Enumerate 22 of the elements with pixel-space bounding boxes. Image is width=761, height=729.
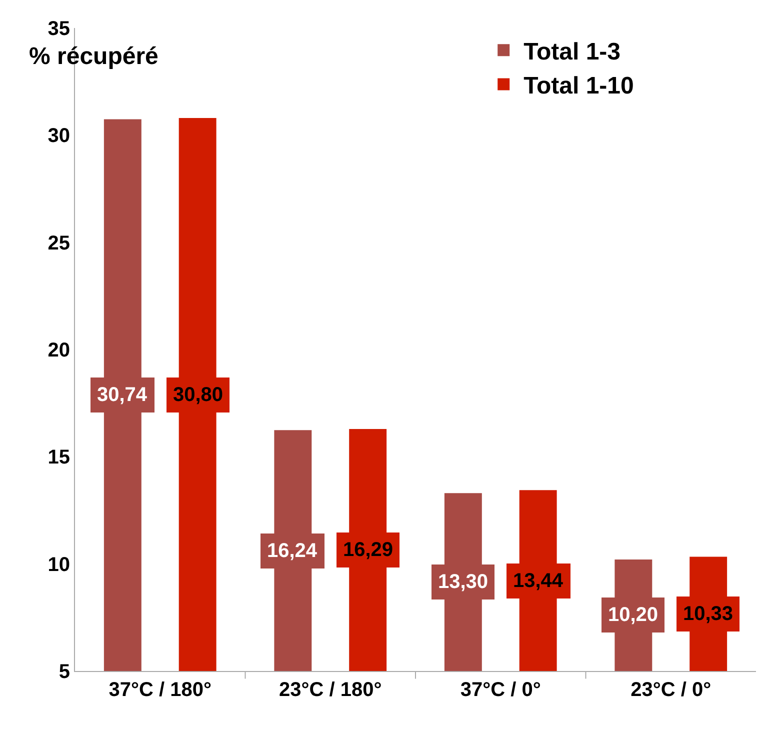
x-tick-label: 23°C / 0° xyxy=(630,679,712,701)
data-label: 30,80 xyxy=(173,384,224,406)
data-label: 10,20 xyxy=(608,604,658,626)
x-tick-label: 23°C / 180° xyxy=(279,679,382,701)
data-label: 16,24 xyxy=(267,540,318,562)
data-label: 30,74 xyxy=(97,384,148,406)
y-tick-label: 25 xyxy=(48,232,70,254)
legend-label: Total 1-10 xyxy=(524,72,634,100)
legend-label: Total 1-3 xyxy=(524,38,621,66)
y-tick-label: 35 xyxy=(48,18,70,40)
y-tick-label: 15 xyxy=(48,446,70,469)
x-tick-label: 37°C / 0° xyxy=(460,679,541,701)
y-tick-label: 5 xyxy=(58,661,70,683)
data-label: 13,30 xyxy=(438,571,488,593)
data-label: 10,33 xyxy=(683,603,734,625)
y-tick-label: 20 xyxy=(48,340,70,362)
y-tick-label: 10 xyxy=(48,554,70,576)
data-label: 16,29 xyxy=(343,539,394,561)
data-label: 13,44 xyxy=(513,570,564,592)
y-tick-label: 30 xyxy=(48,125,70,148)
x-tick-label: 37°C / 180° xyxy=(108,679,212,701)
y-axis-title: % récupéré xyxy=(29,43,158,70)
